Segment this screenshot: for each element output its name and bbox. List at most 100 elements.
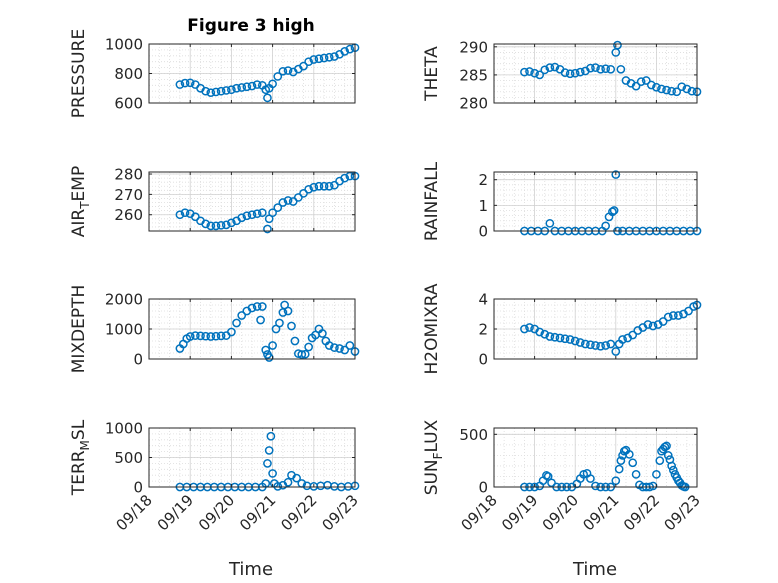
x-tick-label: 09/23 bbox=[319, 491, 362, 534]
axes-box bbox=[493, 427, 698, 488]
data-point bbox=[292, 473, 301, 483]
x-axis-label-left: Time bbox=[228, 559, 273, 580]
x-tick-label: 09/20 bbox=[195, 491, 238, 534]
x-tick-label: 09/20 bbox=[539, 491, 582, 534]
data-point bbox=[287, 321, 296, 331]
y-tick-label: 290 bbox=[459, 38, 488, 56]
data-point bbox=[288, 197, 298, 206]
panel-theta: 280 285 290 THETA bbox=[422, 38, 702, 113]
data-point bbox=[264, 446, 274, 455]
data-point bbox=[283, 196, 293, 205]
y-axis-label: MIXDEPTH bbox=[69, 285, 89, 374]
data-point bbox=[319, 53, 329, 63]
data-point bbox=[540, 329, 550, 339]
data-point bbox=[636, 77, 646, 87]
data-point bbox=[232, 83, 241, 93]
data-point bbox=[601, 64, 611, 74]
data-point bbox=[662, 441, 671, 451]
data-point bbox=[648, 321, 658, 331]
data-point bbox=[299, 189, 308, 198]
data-point bbox=[299, 61, 308, 71]
data-point bbox=[309, 182, 319, 192]
data-point bbox=[242, 211, 252, 221]
data-point bbox=[247, 303, 257, 313]
data-point bbox=[535, 70, 545, 80]
data-point bbox=[628, 458, 638, 468]
data-point bbox=[616, 456, 626, 466]
data-point bbox=[663, 451, 673, 460]
data-point bbox=[616, 64, 626, 74]
data-point bbox=[591, 481, 600, 491]
data-point bbox=[304, 184, 313, 194]
y-axis-label: PRESSURE bbox=[69, 29, 89, 118]
data-point bbox=[191, 331, 200, 340]
data-point bbox=[575, 338, 585, 347]
data-point bbox=[252, 80, 262, 89]
data-point bbox=[211, 221, 221, 231]
y-tick-label: 0 bbox=[133, 479, 143, 497]
data-point bbox=[237, 83, 247, 92]
y-tick-label: 500 bbox=[114, 449, 143, 467]
data-point bbox=[609, 206, 619, 215]
data-point bbox=[545, 63, 555, 72]
y-tick-label: 280 bbox=[459, 95, 488, 113]
data-point bbox=[555, 333, 565, 343]
data-point bbox=[261, 345, 271, 355]
data-point bbox=[211, 87, 221, 97]
data-point bbox=[560, 68, 570, 78]
data-point bbox=[294, 193, 303, 202]
data-point bbox=[655, 456, 665, 466]
x-tick-label: 09/21 bbox=[236, 491, 279, 534]
data-point bbox=[525, 67, 534, 76]
data-point bbox=[652, 82, 661, 92]
data-point bbox=[263, 93, 272, 103]
data-point bbox=[591, 63, 600, 72]
data-point bbox=[586, 474, 595, 483]
data-point bbox=[247, 210, 257, 220]
panel-air-temp: 260 270 280 AIRTEMP bbox=[69, 166, 360, 237]
panel-mixdepth: 0 1000 2000 MIXDEPTH bbox=[69, 285, 360, 374]
data-point bbox=[340, 173, 350, 183]
plot-area bbox=[494, 172, 697, 231]
data-point bbox=[606, 339, 616, 349]
y-tick-label: 0 bbox=[478, 479, 488, 497]
data-point bbox=[565, 69, 575, 79]
data-point bbox=[257, 208, 267, 218]
data-point bbox=[330, 343, 339, 352]
data-point bbox=[201, 331, 210, 341]
data-point bbox=[247, 81, 257, 91]
data-point bbox=[268, 341, 277, 350]
y-tick-label: 800 bbox=[114, 65, 143, 83]
data-point bbox=[216, 220, 226, 230]
data-point bbox=[297, 350, 307, 359]
data-point bbox=[667, 461, 676, 471]
y-tick-label: 285 bbox=[459, 66, 488, 84]
data-point bbox=[340, 345, 350, 355]
axes-box bbox=[148, 171, 356, 232]
data-point bbox=[608, 207, 617, 217]
data-point bbox=[628, 330, 638, 340]
data-point bbox=[314, 181, 324, 191]
data-point bbox=[304, 57, 313, 67]
data-point bbox=[252, 209, 262, 219]
data-point bbox=[611, 170, 621, 179]
data-point bbox=[547, 478, 556, 488]
y-tick-label: 0 bbox=[478, 351, 488, 369]
data-point bbox=[227, 218, 236, 228]
data-point bbox=[652, 470, 661, 479]
data-point bbox=[663, 312, 673, 322]
y-tick-label: 1 bbox=[478, 197, 488, 215]
data-point bbox=[275, 318, 284, 328]
data-point bbox=[278, 66, 288, 76]
data-point bbox=[191, 212, 200, 222]
data-point bbox=[273, 203, 283, 212]
data-point bbox=[591, 341, 600, 350]
data-point bbox=[283, 306, 293, 316]
data-point bbox=[684, 306, 693, 316]
y-axis-label: SUNFLUX bbox=[422, 419, 445, 495]
data-point bbox=[668, 311, 678, 320]
y-tick-label: 1000 bbox=[105, 420, 143, 438]
plot-area bbox=[149, 172, 355, 231]
data-point bbox=[185, 332, 195, 341]
